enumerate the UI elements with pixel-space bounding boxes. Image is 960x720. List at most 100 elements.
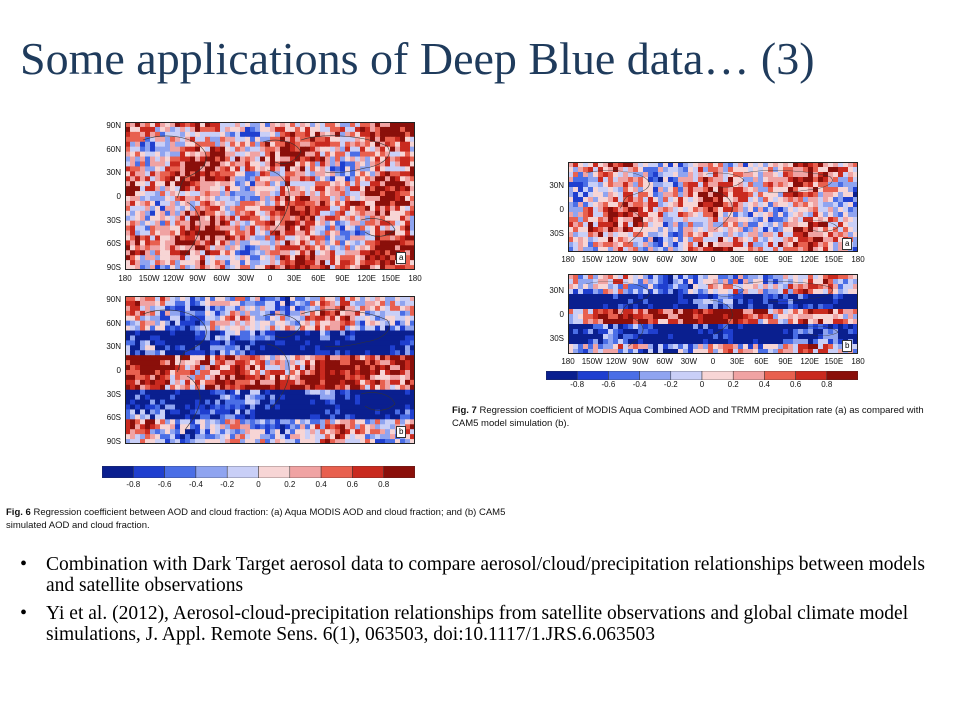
field-cell [380,186,386,192]
field-cell [315,235,321,241]
field-cell [405,215,411,222]
field-cell [270,296,276,302]
field-cell [160,379,166,386]
field-cell [155,296,161,302]
field-cell [145,370,151,376]
field-cell [628,274,634,280]
field-cell [688,284,694,290]
field-cell [653,177,659,183]
field-cell [340,330,346,337]
field-cell [265,225,271,232]
field-cell [703,197,709,203]
field-cell [230,374,236,381]
field-cell [385,196,391,202]
field-cell [330,404,336,411]
field-cell [813,177,819,183]
field-cell [220,335,226,341]
field-cell [653,212,659,218]
field-cell [400,265,406,270]
field-cell [230,250,236,256]
field-cell [693,222,699,228]
field-cell [395,215,401,222]
field-cell [643,279,649,285]
field-cell [180,439,186,444]
field-cell [260,429,266,435]
field-cell [290,136,296,143]
field-cell [250,360,256,366]
field-cell [140,399,146,406]
field-cell [295,151,301,158]
field-cell [125,122,131,128]
field-cell [330,215,336,222]
field-cell [693,237,699,243]
field-cell [673,289,679,295]
field-cell [833,192,839,198]
field-cell [608,274,614,280]
field-cell [390,205,396,212]
field-cell [395,404,401,411]
field-cell [265,389,271,396]
field-cell [818,172,824,178]
field-cell [788,274,794,280]
field-cell [190,370,196,376]
field-cell [180,384,186,391]
field-cell [798,202,804,208]
field-cell [410,305,415,312]
field-cell [325,161,331,167]
field-cell [768,247,774,252]
field-cell [275,360,281,366]
field-cell [310,365,316,371]
field-cell [405,374,411,381]
field-cell [205,220,211,227]
field-cell [365,424,371,430]
field-cell [255,419,261,425]
field-cell [385,215,391,222]
field-cell [365,146,371,153]
field-cell [658,227,664,233]
field-cell [235,220,241,227]
field-cell [395,409,401,415]
field-cell [375,131,381,138]
field-cell [285,296,291,302]
field-cell [160,370,166,376]
field-cell [170,176,176,182]
field-cell [160,300,166,307]
field-cell [195,186,201,192]
field-cell [150,439,156,444]
field-cell [593,309,599,315]
field-cell [583,242,589,248]
field-cell [190,225,196,232]
field-cell [375,161,381,167]
field-cell [803,304,809,310]
field-cell [140,240,146,246]
field-cell [190,240,196,246]
field-cell [673,299,679,305]
field-cell [305,414,311,420]
field-cell [300,181,306,187]
field-cell [140,260,146,266]
field-cell [175,340,181,346]
field-cell [375,245,381,251]
field-cell [270,250,276,256]
field-cell [170,404,176,411]
field-cell [260,404,266,411]
field-cell [763,247,769,252]
field-cell [130,210,136,217]
field-cell [623,187,629,193]
field-cell [230,365,236,371]
field-cell [345,429,351,435]
field-cell [255,166,261,172]
field-cell [330,325,336,332]
field-cell [808,247,814,252]
field-cell [375,260,381,266]
field-cell [235,414,241,420]
field-cell [215,141,221,148]
field-cell [788,212,794,218]
field-cell [185,429,191,435]
field-cell [365,365,371,371]
field-cell [828,197,834,203]
field-cell [280,424,286,430]
field-cell [195,389,201,396]
field-cell [285,171,291,177]
field-cell [300,255,306,261]
